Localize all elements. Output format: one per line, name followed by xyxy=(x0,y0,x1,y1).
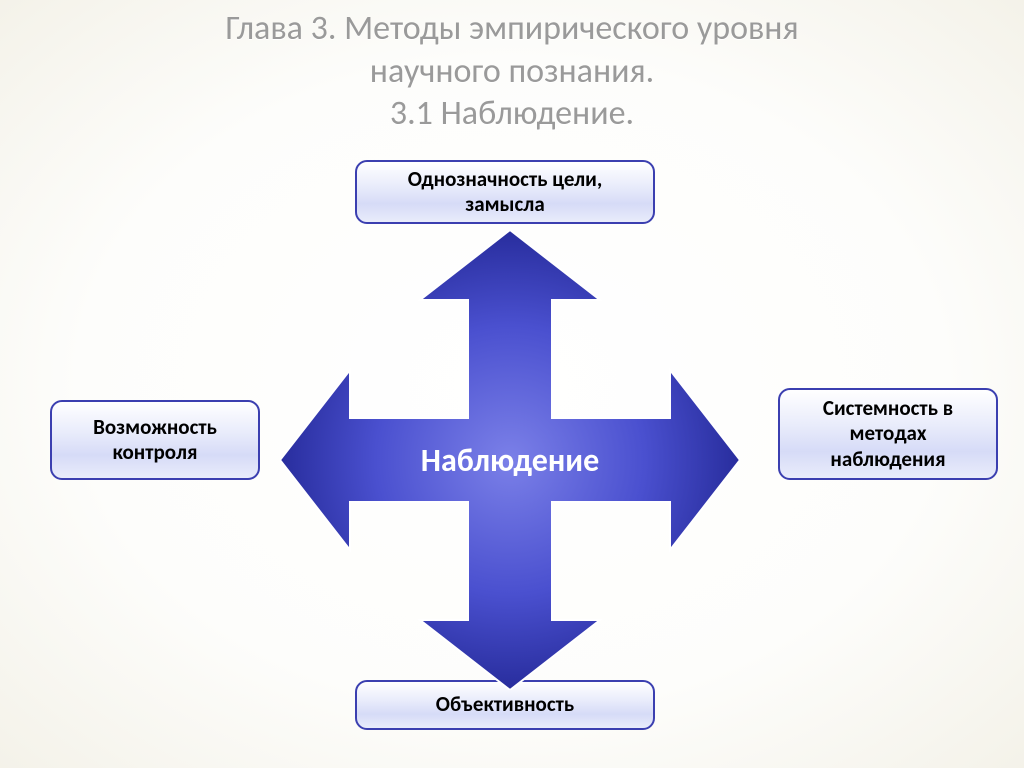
callout-top-text: Однозначность цели, замысла xyxy=(408,167,603,217)
cross-arrow-svg xyxy=(280,230,740,690)
callout-right: Системность в методах наблюдения xyxy=(778,388,998,480)
callout-left-text: Возможность контроля xyxy=(93,415,217,465)
callout-bottom-text: Объективность xyxy=(436,692,574,717)
callout-right-text: Системность в методах наблюдения xyxy=(823,396,953,472)
cross-arrow: Наблюдение xyxy=(280,230,740,690)
cross-arrow-path xyxy=(280,230,740,690)
callout-left: Возможность контроля xyxy=(50,400,260,480)
slide-title: Глава 3. Методы эмпирического уровня нау… xyxy=(0,8,1024,136)
slide: Глава 3. Методы эмпирического уровня нау… xyxy=(0,0,1024,768)
callout-top: Однозначность цели, замысла xyxy=(355,160,655,224)
